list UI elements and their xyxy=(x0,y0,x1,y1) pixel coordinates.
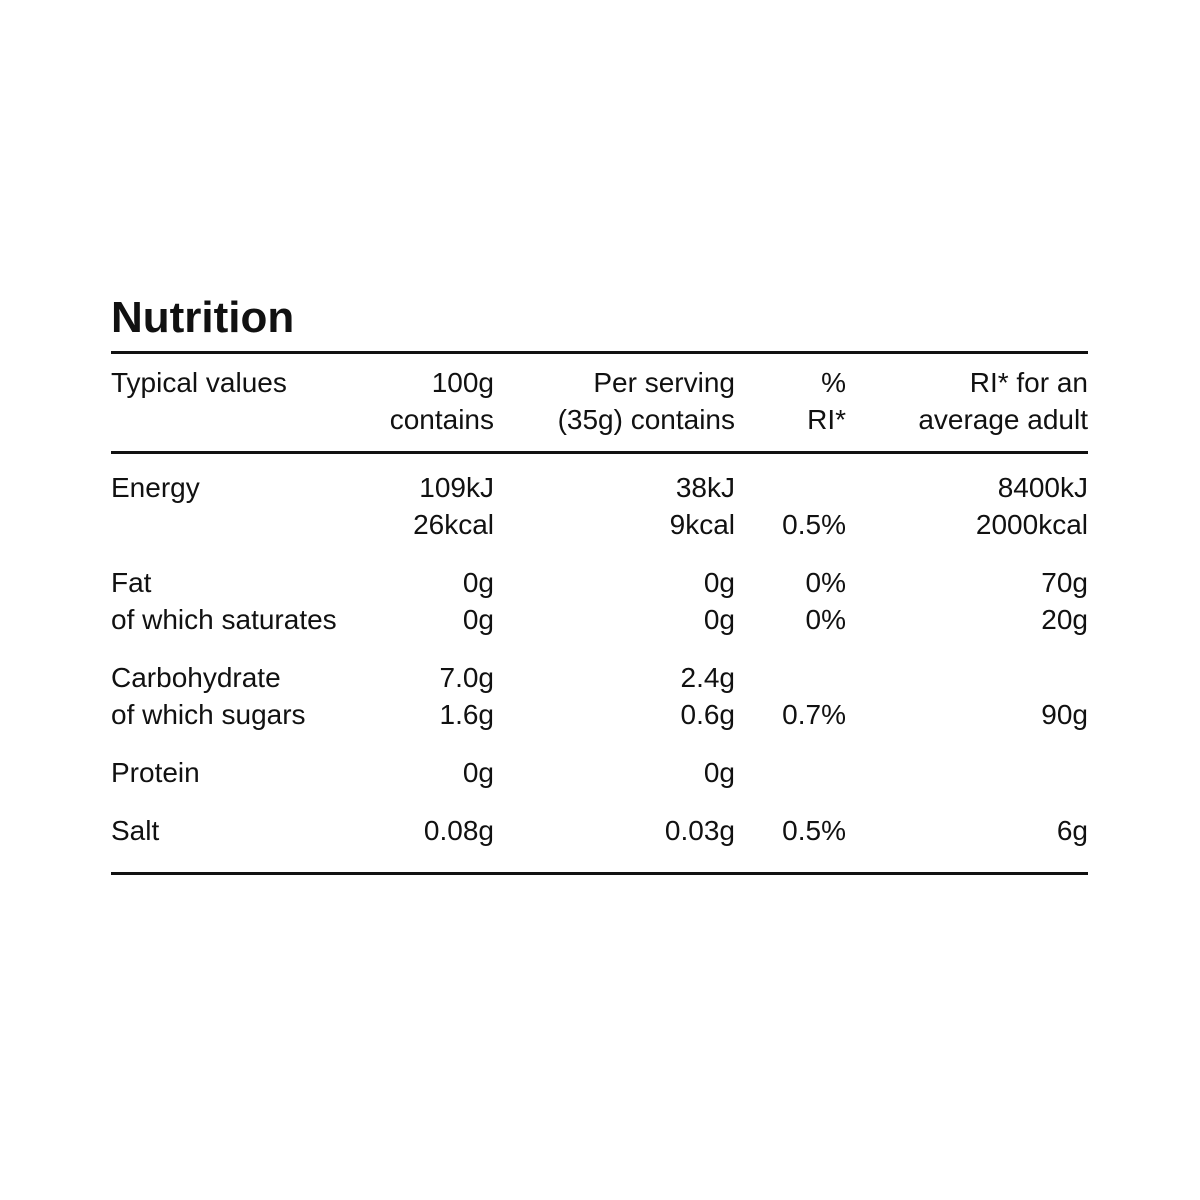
nutrient-value: 109kJ xyxy=(419,472,494,503)
nutrient-label: Fat xyxy=(111,567,152,598)
nutrient-value: 0g xyxy=(462,567,494,598)
column-header: 100g xyxy=(431,367,494,398)
title: Nutrition xyxy=(111,293,295,342)
nutrient-label: of which saturates xyxy=(111,604,337,635)
column-header: % xyxy=(821,367,846,398)
nutrient-value: 2.4g xyxy=(680,662,736,693)
column-header: Per serving xyxy=(593,367,735,398)
nutrient-value: 1.6g xyxy=(439,699,495,730)
nutrient-value: 0.5% xyxy=(782,815,846,846)
nutrient-value: 70g xyxy=(1041,567,1088,598)
nutrient-value: 38kJ xyxy=(675,472,735,503)
nutrient-label: Energy xyxy=(111,472,200,503)
nutrient-value: 0.6g xyxy=(680,699,736,730)
nutrient-value: 0g xyxy=(703,604,735,635)
column-header: (35g) contains xyxy=(557,404,735,435)
nutrient-value: 0g xyxy=(462,604,494,635)
nutrient-value: 9kcal xyxy=(669,509,735,540)
nutrient-value: 0.7% xyxy=(782,699,846,730)
nutrient-value: 0g xyxy=(703,757,735,788)
nutrient-value: 0% xyxy=(805,567,846,598)
nutrient-value: 90g xyxy=(1041,699,1088,730)
nutrient-label: of which sugars xyxy=(111,699,306,730)
top-rule xyxy=(111,351,1088,354)
column-header: average adult xyxy=(918,404,1088,435)
column-header: RI* xyxy=(807,404,846,435)
nutrient-value: 2000kcal xyxy=(975,509,1088,540)
nutrient-label: Salt xyxy=(111,815,160,846)
header-rule xyxy=(111,451,1088,454)
nutrient-value: 26kcal xyxy=(413,509,494,540)
nutrient-value: 0% xyxy=(805,604,846,635)
column-header: Typical values xyxy=(111,367,287,398)
nutrient-value: 6g xyxy=(1056,815,1088,846)
column-header: RI* for an xyxy=(969,367,1088,398)
nutrient-value: 0.08g xyxy=(423,815,494,846)
nutrient-label: Carbohydrate xyxy=(111,662,281,693)
nutrient-label: Protein xyxy=(111,757,200,788)
column-header: contains xyxy=(389,404,494,435)
nutrient-value: 7.0g xyxy=(439,662,495,693)
nutrient-value: 0.03g xyxy=(664,815,735,846)
nutrient-value: 8400kJ xyxy=(997,472,1088,503)
bottom-rule xyxy=(111,872,1088,875)
nutrient-value: 0g xyxy=(703,567,735,598)
nutrient-value: 0.5% xyxy=(782,509,846,540)
nutrient-value: 20g xyxy=(1041,604,1088,635)
nutrient-value: 0g xyxy=(462,757,494,788)
